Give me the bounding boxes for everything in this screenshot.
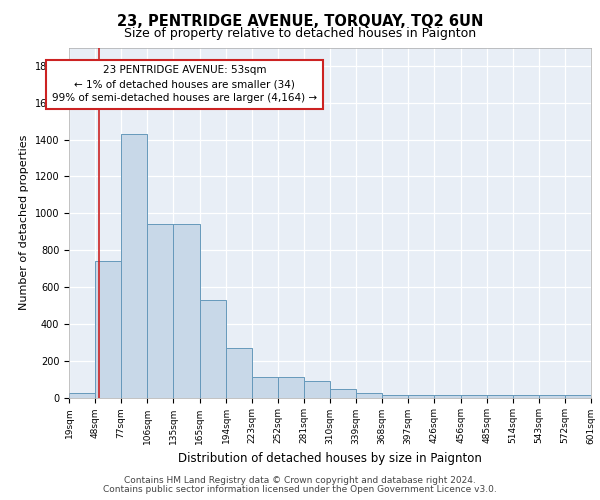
Bar <box>382 394 408 398</box>
Bar <box>565 394 591 398</box>
Bar <box>200 300 226 398</box>
Bar <box>252 377 278 398</box>
Text: Contains public sector information licensed under the Open Government Licence v3: Contains public sector information licen… <box>103 484 497 494</box>
Bar <box>173 224 200 398</box>
Bar <box>487 396 513 398</box>
Bar <box>461 396 487 398</box>
Bar <box>147 224 173 398</box>
Y-axis label: Number of detached properties: Number of detached properties <box>19 135 29 310</box>
Bar <box>330 389 356 398</box>
Bar <box>513 396 539 398</box>
Text: Contains HM Land Registry data © Crown copyright and database right 2024.: Contains HM Land Registry data © Crown c… <box>124 476 476 485</box>
Bar <box>69 393 95 398</box>
X-axis label: Distribution of detached houses by size in Paignton: Distribution of detached houses by size … <box>178 452 482 465</box>
Text: Size of property relative to detached houses in Paignton: Size of property relative to detached ho… <box>124 28 476 40</box>
Bar <box>304 381 330 398</box>
Bar <box>356 393 382 398</box>
Bar <box>278 377 304 398</box>
Bar <box>434 394 461 398</box>
Text: 23, PENTRIDGE AVENUE, TORQUAY, TQ2 6UN: 23, PENTRIDGE AVENUE, TORQUAY, TQ2 6UN <box>117 14 483 29</box>
Text: 23 PENTRIDGE AVENUE: 53sqm
← 1% of detached houses are smaller (34)
99% of semi-: 23 PENTRIDGE AVENUE: 53sqm ← 1% of detac… <box>52 66 317 104</box>
Bar <box>226 348 252 398</box>
Bar <box>95 261 121 398</box>
Bar <box>121 134 147 398</box>
Bar <box>408 394 434 398</box>
Bar <box>539 396 565 398</box>
